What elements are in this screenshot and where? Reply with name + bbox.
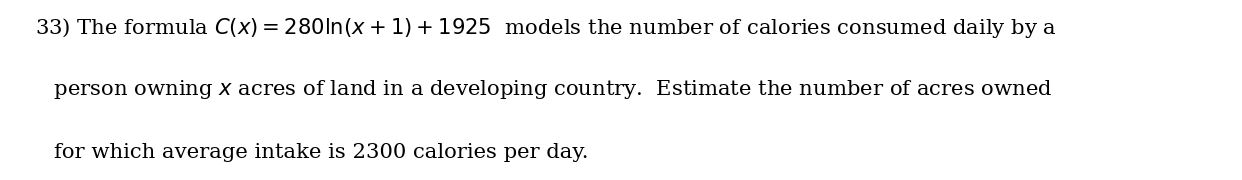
Text: for which average intake is 2300 calories per day.: for which average intake is 2300 calorie… bbox=[0, 143, 589, 162]
Text: person owning $x$ acres of land in a developing country.  Estimate the number of: person owning $x$ acres of land in a dev… bbox=[0, 78, 1053, 101]
Text: 33) The formula $C(x) = 280\ln(x+1)+1925$  models the number of calories consume: 33) The formula $C(x) = 280\ln(x+1)+1925… bbox=[35, 16, 1057, 40]
